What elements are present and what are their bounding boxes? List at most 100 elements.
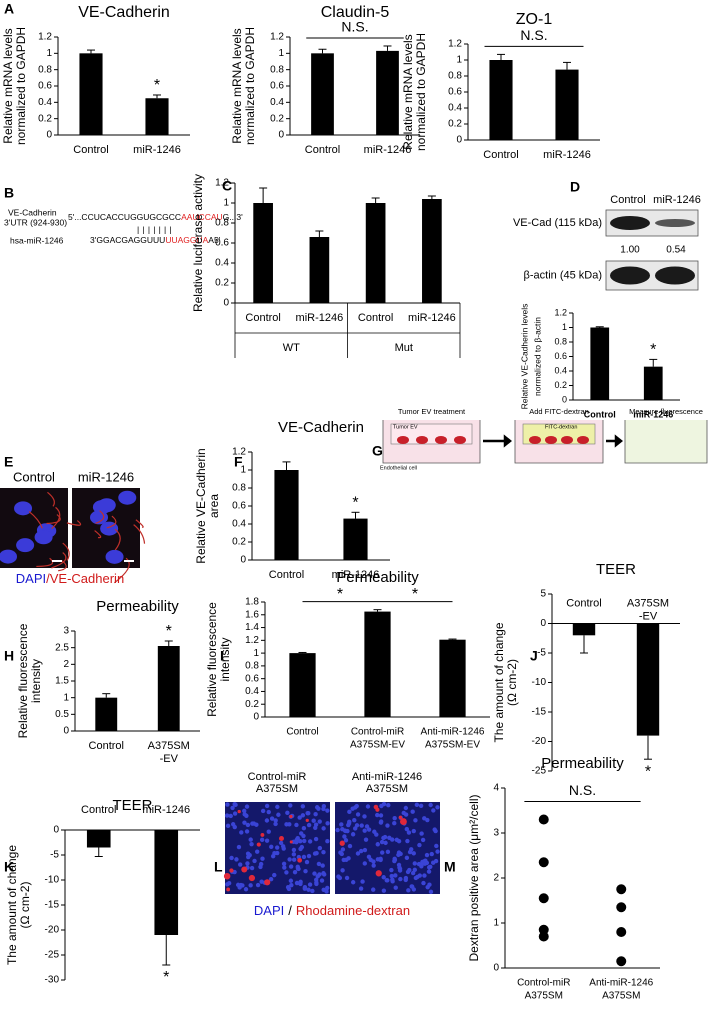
sequence-part: A5' [208, 235, 220, 245]
nucleus [268, 877, 274, 882]
schematic-label: Tumor EV [393, 424, 418, 430]
y-tick-label: 1 [493, 918, 499, 929]
nucleus [229, 855, 234, 861]
y-tick-label: 0.2 [554, 380, 567, 390]
nucleus [250, 821, 255, 826]
nucleus [232, 824, 237, 830]
x-tick-label: -EV [639, 610, 658, 622]
significance: * [650, 342, 656, 359]
bar [154, 830, 179, 935]
cell [416, 436, 428, 444]
nucleus [435, 805, 440, 810]
y-axis-label: (Ω cm-2) [505, 659, 519, 706]
x-tick-label: Control-miR [517, 978, 570, 989]
nucleus [284, 822, 289, 827]
nucleus [433, 828, 438, 834]
chart-title: TEER [112, 797, 152, 814]
band [610, 216, 650, 230]
bar [376, 50, 399, 136]
junction [66, 520, 82, 526]
nucleus [384, 878, 389, 883]
nucleus [252, 858, 257, 864]
nucleus [34, 530, 53, 545]
y-tick-label: 1 [278, 48, 284, 59]
y-tick-label: -10 [45, 875, 60, 886]
y-tick-label: 2 [63, 659, 69, 670]
nucleus [242, 808, 247, 814]
y-axis-label: (Ω cm-2) [18, 882, 32, 929]
dextran [375, 807, 380, 812]
x-tick-label: Control [89, 740, 124, 752]
nucleus [338, 850, 343, 855]
nucleus [314, 881, 319, 887]
junction [46, 514, 61, 525]
nucleus [287, 857, 292, 862]
y-tick-label: -20 [45, 925, 60, 936]
y-tick-label: 0.6 [270, 81, 284, 92]
nucleus [298, 881, 303, 887]
y-tick-label: 0.4 [554, 365, 567, 375]
nucleus [381, 875, 386, 880]
junction [28, 511, 43, 529]
cell [397, 436, 409, 444]
nucleus [244, 804, 250, 809]
chart-title: Permeability [96, 598, 179, 615]
y-tick-label: 0.2 [448, 119, 462, 130]
nucleus [375, 842, 380, 847]
sequence-part: UUAGGUA [165, 235, 208, 245]
nucleus [288, 878, 294, 883]
nucleus [335, 827, 340, 833]
nucleus [247, 852, 252, 858]
x-tick-label: Control [358, 312, 393, 324]
junction [47, 491, 55, 507]
panel-letter: I [220, 648, 224, 664]
bar [79, 53, 103, 136]
y-axis-label: normalized to GAPDH [243, 27, 257, 145]
condition-label: miR-1246 [78, 469, 134, 484]
nucleus [258, 864, 263, 870]
panel-letter: H [4, 648, 14, 664]
nucleus [355, 851, 361, 856]
nucleus [404, 826, 410, 832]
nucleus [392, 821, 397, 826]
significance: * [352, 495, 358, 512]
y-axis-label: normalized to GAPDH [14, 27, 28, 145]
y-tick-label: 0.8 [270, 64, 284, 75]
nucleus [228, 813, 233, 819]
junction [106, 515, 117, 529]
nucleus [393, 873, 398, 878]
x-tick-label: miR-1246 [332, 569, 380, 581]
condition-label: Control [13, 469, 55, 484]
nucleus [311, 818, 316, 823]
y-tick-label: 5 [540, 589, 546, 600]
nucleus [264, 838, 270, 843]
nucleus [273, 821, 278, 827]
nucleus [411, 851, 416, 856]
y-tick-label: 0.6 [215, 238, 229, 249]
y-tick-label: 0 [53, 825, 59, 836]
step-label: Add FITC-dextran [529, 407, 589, 416]
nucleus [285, 810, 290, 816]
x-tick-label: Control [483, 149, 518, 161]
x-tick-label: miR-1246 [408, 312, 456, 324]
y-axis-label: Relative luciferase activity [191, 174, 205, 312]
nucleus [225, 823, 231, 829]
nucleus [429, 851, 434, 857]
panel-letter: C [222, 178, 232, 194]
y-tick-label: 0 [63, 726, 69, 737]
nucleus [245, 861, 250, 866]
nucleus [350, 832, 356, 837]
nucleus [16, 538, 35, 553]
y-tick-label: 2 [493, 873, 499, 884]
y-tick-label: -30 [45, 975, 60, 986]
cell [545, 436, 557, 444]
y-tick-label: -25 [532, 766, 547, 777]
bar [311, 53, 334, 136]
nucleus [266, 829, 271, 834]
nucleus [378, 820, 384, 825]
condition-label: Control-miR [248, 771, 307, 783]
chart-title: VE-Cadherin [78, 4, 170, 21]
nucleus [248, 883, 253, 888]
chart-title: Claudin-5 [321, 4, 390, 21]
